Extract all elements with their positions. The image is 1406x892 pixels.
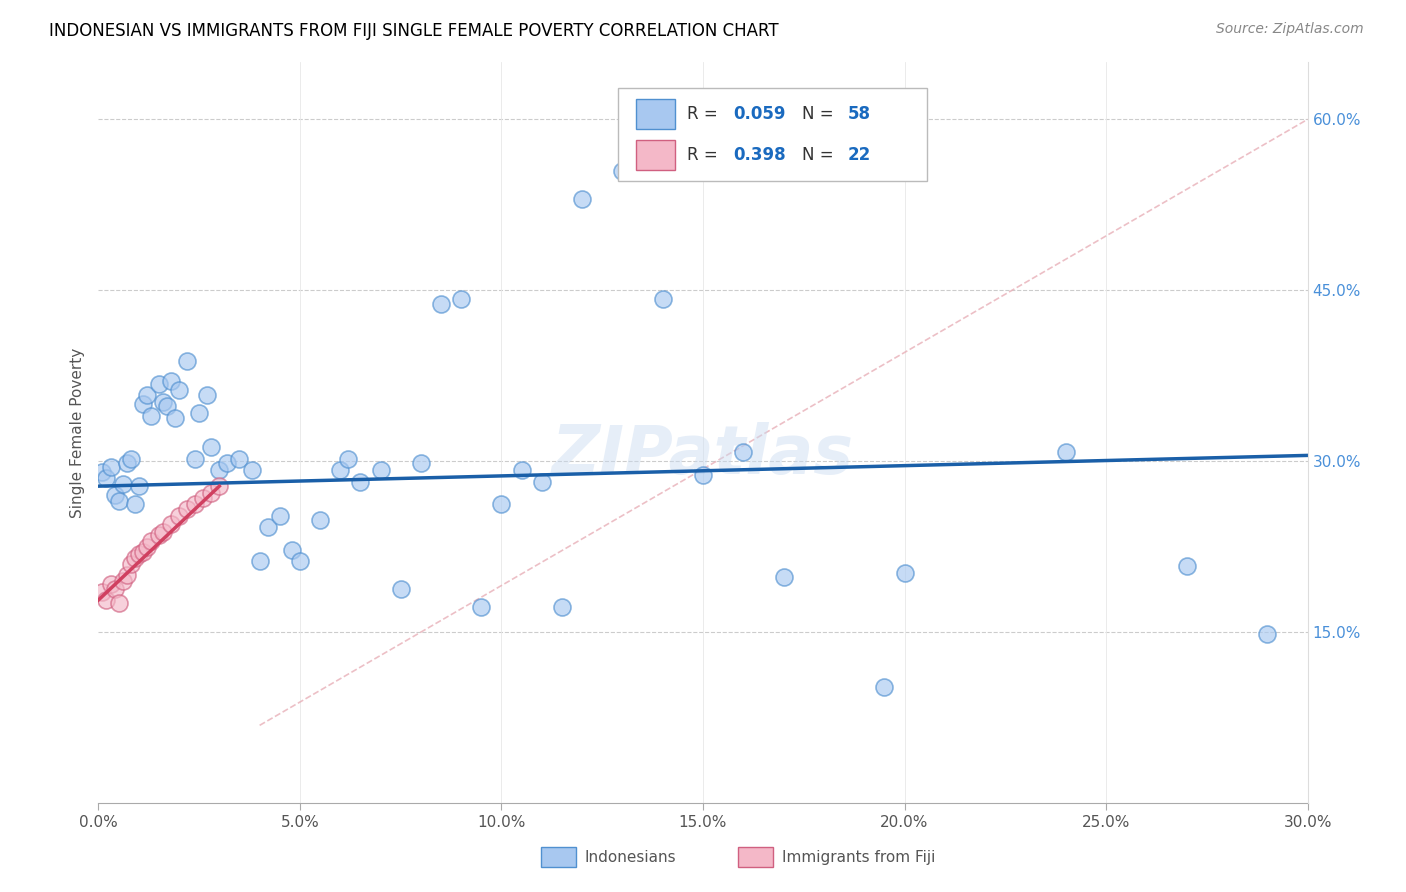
Point — [612, 163, 634, 178]
Point — [120, 557, 142, 571]
Point — [103, 488, 125, 502]
Point — [195, 388, 218, 402]
Text: Immigrants from Fiji: Immigrants from Fiji — [782, 850, 935, 864]
Point — [188, 406, 211, 420]
Point — [124, 497, 146, 511]
Point — [128, 548, 150, 562]
Point — [389, 582, 412, 596]
Point — [200, 486, 222, 500]
Point — [651, 293, 673, 307]
Point — [337, 451, 360, 466]
Point — [120, 451, 142, 466]
Text: R =: R = — [688, 105, 723, 123]
Point — [115, 456, 138, 470]
Point — [692, 467, 714, 482]
Point — [124, 550, 146, 565]
Point — [873, 680, 896, 694]
Point — [329, 463, 352, 477]
Point — [281, 543, 304, 558]
Point — [139, 409, 162, 423]
Point — [160, 516, 183, 531]
Y-axis label: Single Female Poverty: Single Female Poverty — [69, 348, 84, 517]
Point — [249, 554, 271, 568]
Point — [893, 566, 915, 580]
Point — [107, 494, 129, 508]
Point — [100, 459, 122, 474]
Text: INDONESIAN VS IMMIGRANTS FROM FIJI SINGLE FEMALE POVERTY CORRELATION CHART: INDONESIAN VS IMMIGRANTS FROM FIJI SINGL… — [49, 22, 779, 40]
Point — [132, 545, 155, 559]
Point — [772, 570, 794, 584]
Point — [1054, 445, 1077, 459]
Point — [160, 375, 183, 389]
Point — [240, 463, 263, 477]
Point — [91, 466, 114, 480]
Point — [530, 475, 553, 489]
Point — [132, 397, 155, 411]
Point — [111, 476, 134, 491]
Point — [370, 463, 392, 477]
Point — [96, 471, 118, 485]
Point — [148, 376, 170, 391]
Point — [176, 502, 198, 516]
Point — [167, 508, 190, 523]
Text: N =: N = — [803, 105, 839, 123]
Point — [349, 475, 371, 489]
Point — [571, 192, 593, 206]
Point — [208, 463, 231, 477]
Point — [91, 585, 114, 599]
FancyBboxPatch shape — [637, 99, 675, 129]
Point — [1256, 627, 1278, 641]
Point — [111, 574, 134, 588]
Point — [217, 456, 239, 470]
Text: 58: 58 — [848, 105, 872, 123]
Point — [491, 497, 513, 511]
Text: Source: ZipAtlas.com: Source: ZipAtlas.com — [1216, 22, 1364, 37]
Text: ZIPatlas: ZIPatlas — [553, 422, 853, 488]
Point — [288, 554, 311, 568]
Point — [193, 491, 215, 505]
FancyBboxPatch shape — [637, 140, 675, 169]
Point — [184, 497, 207, 511]
Point — [1175, 558, 1198, 573]
Point — [135, 388, 157, 402]
Point — [309, 513, 332, 527]
FancyBboxPatch shape — [619, 88, 927, 181]
Point — [100, 577, 122, 591]
Point — [409, 456, 432, 470]
Point — [135, 540, 157, 554]
Point — [200, 441, 222, 455]
Text: 0.059: 0.059 — [734, 105, 786, 123]
Point — [148, 528, 170, 542]
Point — [470, 599, 492, 614]
Point — [551, 599, 574, 614]
Text: R =: R = — [688, 146, 723, 164]
Point — [139, 533, 162, 548]
Point — [115, 568, 138, 582]
Point — [156, 400, 179, 414]
Point — [107, 597, 129, 611]
Point — [510, 463, 533, 477]
Point — [152, 524, 174, 539]
Point — [208, 479, 231, 493]
Point — [184, 451, 207, 466]
Point — [152, 395, 174, 409]
Text: 0.398: 0.398 — [734, 146, 786, 164]
Point — [103, 582, 125, 596]
Text: Indonesians: Indonesians — [585, 850, 676, 864]
Point — [256, 520, 278, 534]
Point — [430, 297, 453, 311]
Text: 22: 22 — [848, 146, 872, 164]
Point — [450, 293, 472, 307]
Point — [269, 508, 291, 523]
Point — [167, 384, 190, 398]
Text: N =: N = — [803, 146, 839, 164]
Point — [733, 445, 755, 459]
Point — [163, 410, 186, 425]
Point — [96, 593, 118, 607]
Point — [228, 451, 250, 466]
Point — [176, 354, 198, 368]
Point — [128, 479, 150, 493]
